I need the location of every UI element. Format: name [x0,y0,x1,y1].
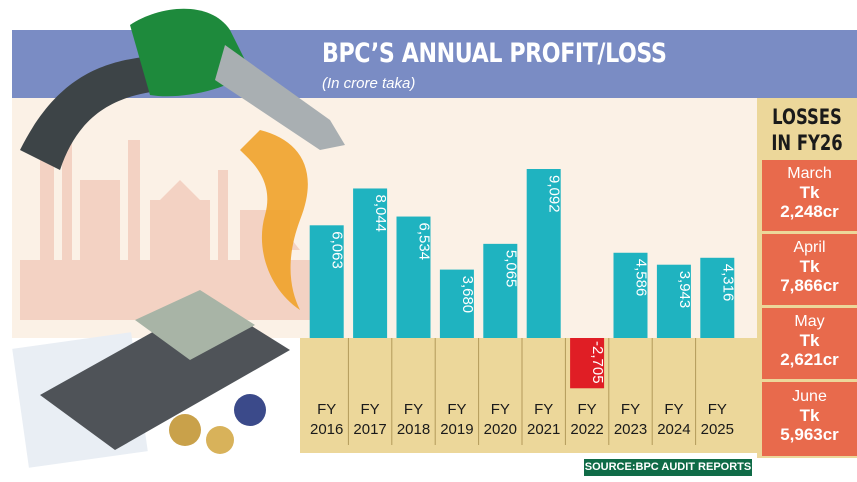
bar-fy-2019 [439,269,474,338]
losses-heading: LOSSES IN FY26 [757,100,857,158]
loss-card-amount: 5,963cr [780,425,839,444]
x-tick-label: 2017 [353,421,386,438]
x-tick-label: FY [534,401,553,418]
loss-card-tk: Tk [799,331,820,350]
loss-card-may: May Tk 2,621cr [762,308,857,379]
chart-title: BPC’S ANNUAL PROFIT/LOSS [322,38,667,69]
loss-card-tk: Tk [799,257,820,276]
value-label: -2,705 [589,341,606,384]
bar-fy-2016 [309,225,344,338]
x-tick-label: 2024 [657,421,690,438]
calculator-illustration [12,290,290,468]
loss-card-month: March [787,165,832,182]
x-tick-label: FY [708,401,727,418]
loss-card-month: May [794,313,825,330]
value-label: 4,316 [719,264,736,302]
loss-card-april: April Tk 7,866cr [762,234,857,305]
x-tick-label: FY [621,401,640,418]
loss-card-amount: 2,248cr [780,202,839,221]
x-tick-label: 2019 [440,421,473,438]
loss-card-month: June [792,388,827,405]
x-tick-label: 2025 [701,421,734,438]
losses-heading-line1: LOSSES [772,105,842,129]
x-axis-labels: FY 2016 FY 2017 FY 2018 FY 2019 FY 2020 FY 2021 FY 20… [310,401,734,438]
x-tick-label: 2021 [527,421,560,438]
value-label: 6,063 [329,231,346,269]
x-tick-label: FY [578,401,597,418]
loss-card-tk: Tk [799,183,820,202]
x-tick-label: 2020 [484,421,517,438]
x-tick-label: FY [491,401,510,418]
bar-fy-2018 [396,216,431,338]
x-tick-label: 2022 [570,421,603,438]
x-tick-label: 2016 [310,421,343,438]
loss-card-amount: 7,866cr [780,276,839,295]
x-tick-label: 2023 [614,421,647,438]
loss-card-march: March Tk 2,248cr [762,160,857,231]
axis-band [300,338,757,453]
bar-fy-2023 [613,252,648,338]
x-tick-label: FY [664,401,683,418]
value-label: 9,092 [546,175,563,213]
chart-subtitle: (In crore taka) [322,75,416,92]
x-tick-label: FY [404,401,423,418]
value-label: 3,680 [459,276,476,314]
x-tick-label: FY [361,401,380,418]
x-tick-label: FY [447,401,466,418]
loss-card-tk: Tk [799,406,820,425]
bar-fy-2025 [700,257,735,338]
losses-heading-line2: IN FY26 [771,131,843,155]
x-tick-label: FY [317,401,336,418]
value-label: 6,534 [416,223,433,261]
bar-fy-2024 [656,264,691,338]
value-labels: 6,063 8,044 6,534 3,680 5,065 9,092 -2,705 4,58… [329,175,737,384]
bar-series [309,169,735,389]
value-label: 8,044 [372,194,389,232]
value-label: 4,586 [633,259,650,297]
loss-card-june: June Tk 5,963cr [762,382,857,456]
bar-fy-2021 [526,169,561,338]
value-label: 3,943 [676,271,693,309]
value-label: 5,065 [502,250,519,288]
bar-fy-2022 [570,338,605,389]
fuel-nozzle-illustration [20,8,345,310]
x-tick-label: 2018 [397,421,430,438]
bar-fy-2020 [483,243,518,338]
bar-fy-2017 [353,188,388,338]
loss-card-month: April [793,239,826,256]
loss-card-amount: 2,621cr [780,350,839,369]
source-label: SOURCE:BPC AUDIT REPORTS [584,459,752,476]
